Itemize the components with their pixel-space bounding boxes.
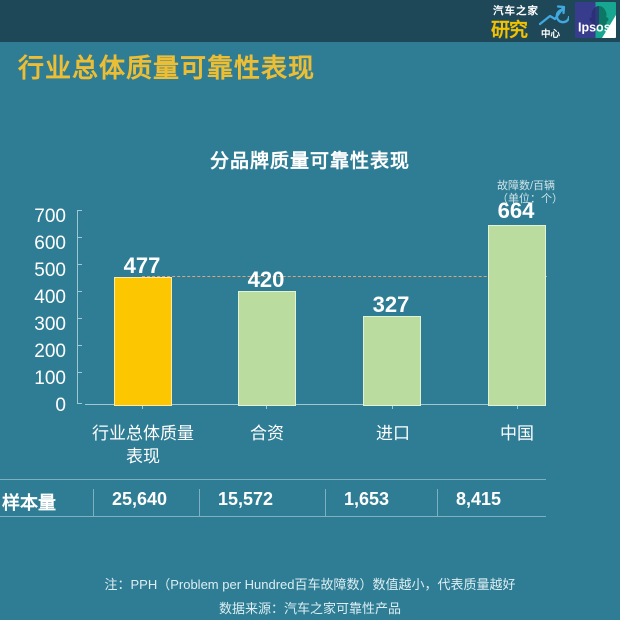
svg-text:Ipsos: Ipsos bbox=[578, 21, 611, 35]
